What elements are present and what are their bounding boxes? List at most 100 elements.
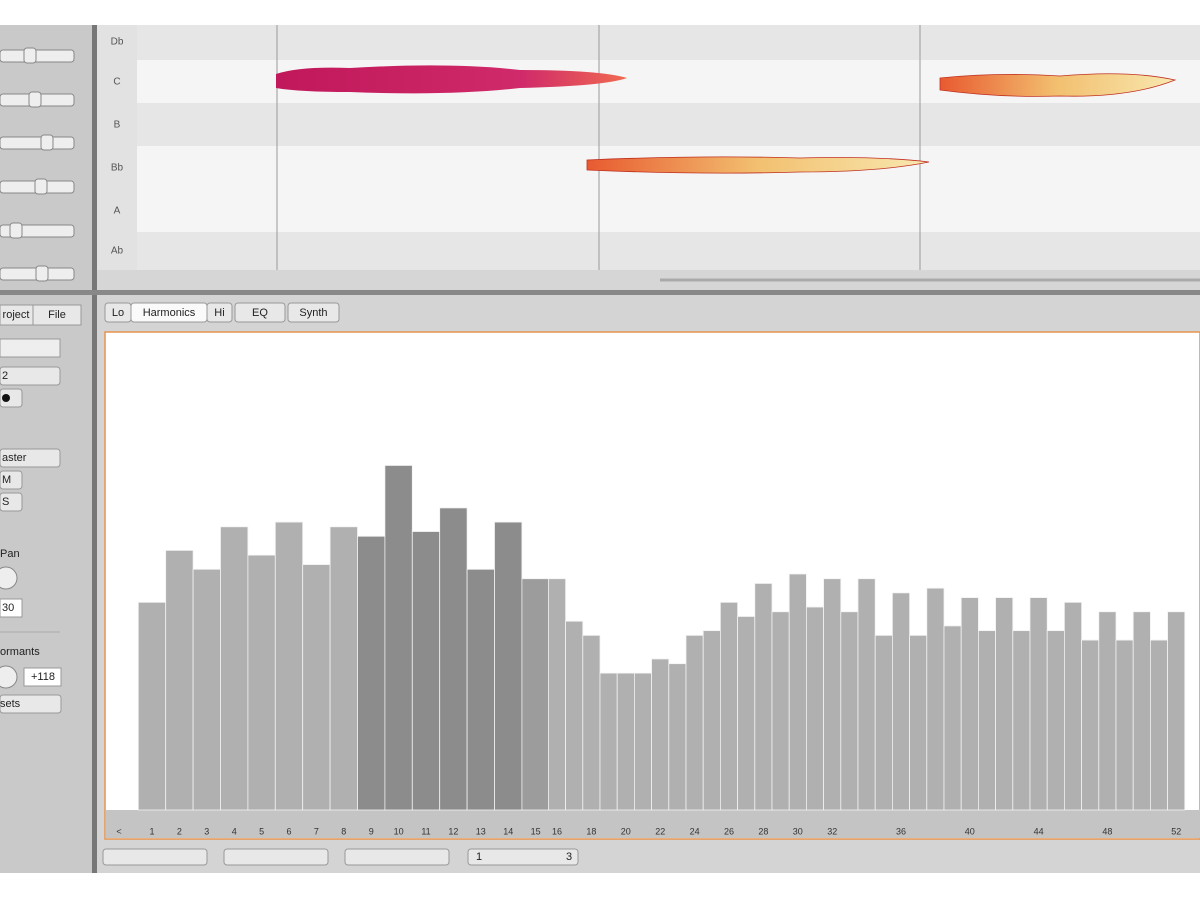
note-blob[interactable] [586,156,930,174]
tab-label[interactable]: Synth [299,307,327,319]
tab-label[interactable]: File [48,309,66,321]
formant-field[interactable] [23,667,62,687]
harmonic-bar[interactable] [926,587,945,811]
harmonic-bar[interactable] [788,573,807,811]
harmonic-bar[interactable] [384,465,413,811]
formant-knob[interactable] [0,665,18,689]
harmonic-bar[interactable] [892,592,911,811]
harmonic-bar[interactable] [651,658,670,811]
pan-knob[interactable] [0,566,18,590]
harmonic-bar[interactable] [754,583,773,811]
harmonic-label: 52 [1171,826,1181,836]
dropdown-value[interactable]: aster [2,452,27,464]
tab[interactable] [234,302,286,323]
harmonic-bar[interactable] [494,521,523,811]
tab[interactable] [287,302,340,323]
button-label[interactable]: sets [0,698,21,710]
tab-label[interactable]: Lo [112,307,124,319]
pitch-label: C [113,77,120,88]
harmonic-bar[interactable] [823,578,842,811]
harmonic-bar[interactable] [548,578,567,811]
harmonic-bar[interactable] [357,535,386,811]
slider-rows [0,47,75,282]
harmonic-bar[interactable] [1167,611,1186,811]
mute-button[interactable] [0,470,23,490]
note-blob[interactable] [276,65,627,94]
harmonic-bar[interactable] [137,601,167,811]
harmonic-bar[interactable] [1115,639,1134,811]
harmonic-label: 11 [421,826,430,836]
harmonic-bar[interactable] [329,526,358,811]
harmonic-bar[interactable] [1064,601,1083,811]
harmonic-bar[interactable] [668,663,687,811]
harmonic-label: 18 [586,826,596,836]
harmonic-bar[interactable] [978,630,997,811]
harmonic-label: 10 [394,826,404,836]
harmonic-bar[interactable] [1098,611,1117,811]
harmonic-label: 30 [793,826,803,836]
harmonic-label: 2 [177,826,182,836]
harmonic-bar[interactable] [685,634,704,811]
dropdown[interactable] [0,366,61,386]
dropdown-value[interactable]: 2 [2,370,8,382]
control-value[interactable]: 3 [566,851,572,863]
harmonic-bar[interactable] [274,521,304,811]
note-blob[interactable] [939,73,1177,97]
harmonic-label: 9 [369,826,374,836]
harmonic-bar[interactable] [702,630,721,811]
pan-field[interactable] [0,598,23,618]
harmonic-bar[interactable] [599,672,618,811]
harmonic-bar[interactable] [439,507,468,811]
button-label[interactable]: S [2,496,9,508]
harmonic-bar[interactable] [874,634,893,811]
harmonic-bar[interactable] [995,597,1014,811]
harmonic-bar[interactable] [857,578,876,811]
text-field[interactable] [0,338,61,358]
harmonic-bar[interactable] [806,606,825,811]
record-button[interactable] [0,388,23,408]
harmonic-bar[interactable] [521,578,550,811]
pitch-bands [137,25,1200,270]
tab-label[interactable]: Harmonics [143,307,196,319]
tab[interactable] [206,302,233,323]
harmonic-bar[interactable] [616,672,635,811]
harmonic-bar[interactable] [1029,597,1048,811]
harmonic-bar[interactable] [247,554,276,811]
harmonic-ruler [106,810,1200,838]
harmonic-bar[interactable] [1046,630,1065,811]
control-value[interactable]: 1 [476,851,482,863]
harmonic-bar[interactable] [466,568,495,811]
harmonic-bar[interactable] [634,672,653,811]
harmonic-bar[interactable] [720,601,739,811]
harmonic-bar[interactable] [1132,611,1151,811]
presets-button[interactable] [0,694,62,714]
harmonic-bar[interactable] [165,550,194,811]
divider [0,290,1200,295]
tab-label[interactable]: Hi [214,307,224,319]
tab-label[interactable]: roject [3,309,30,321]
harmonic-bar[interactable] [1150,639,1169,811]
harmonic-bar[interactable] [192,568,221,811]
harmonic-bar[interactable] [840,611,859,811]
harmonic-bar[interactable] [1081,639,1100,811]
solo-button[interactable] [0,492,23,512]
tab[interactable] [32,304,82,326]
harmonic-bar[interactable] [411,531,441,811]
harmonic-bar[interactable] [1012,630,1031,811]
dropdown[interactable] [0,448,61,468]
harmonic-bar[interactable] [582,634,601,811]
tab-label[interactable]: EQ [252,307,268,319]
harmonic-bar[interactable] [737,616,756,811]
harmonic-bar[interactable] [565,620,584,811]
harmonic-label: 22 [655,826,665,836]
harmonic-bar[interactable] [960,597,979,811]
harmonic-bar[interactable] [909,634,928,811]
button-label[interactable]: M [2,474,11,486]
harmonic-bar[interactable] [302,564,331,811]
harmonic-bar[interactable] [943,625,962,811]
field-value[interactable]: +118 [31,671,55,683]
field-value[interactable]: 30 [2,602,14,614]
harmonic-bar[interactable] [771,611,790,811]
harmonic-bar[interactable] [220,526,249,811]
